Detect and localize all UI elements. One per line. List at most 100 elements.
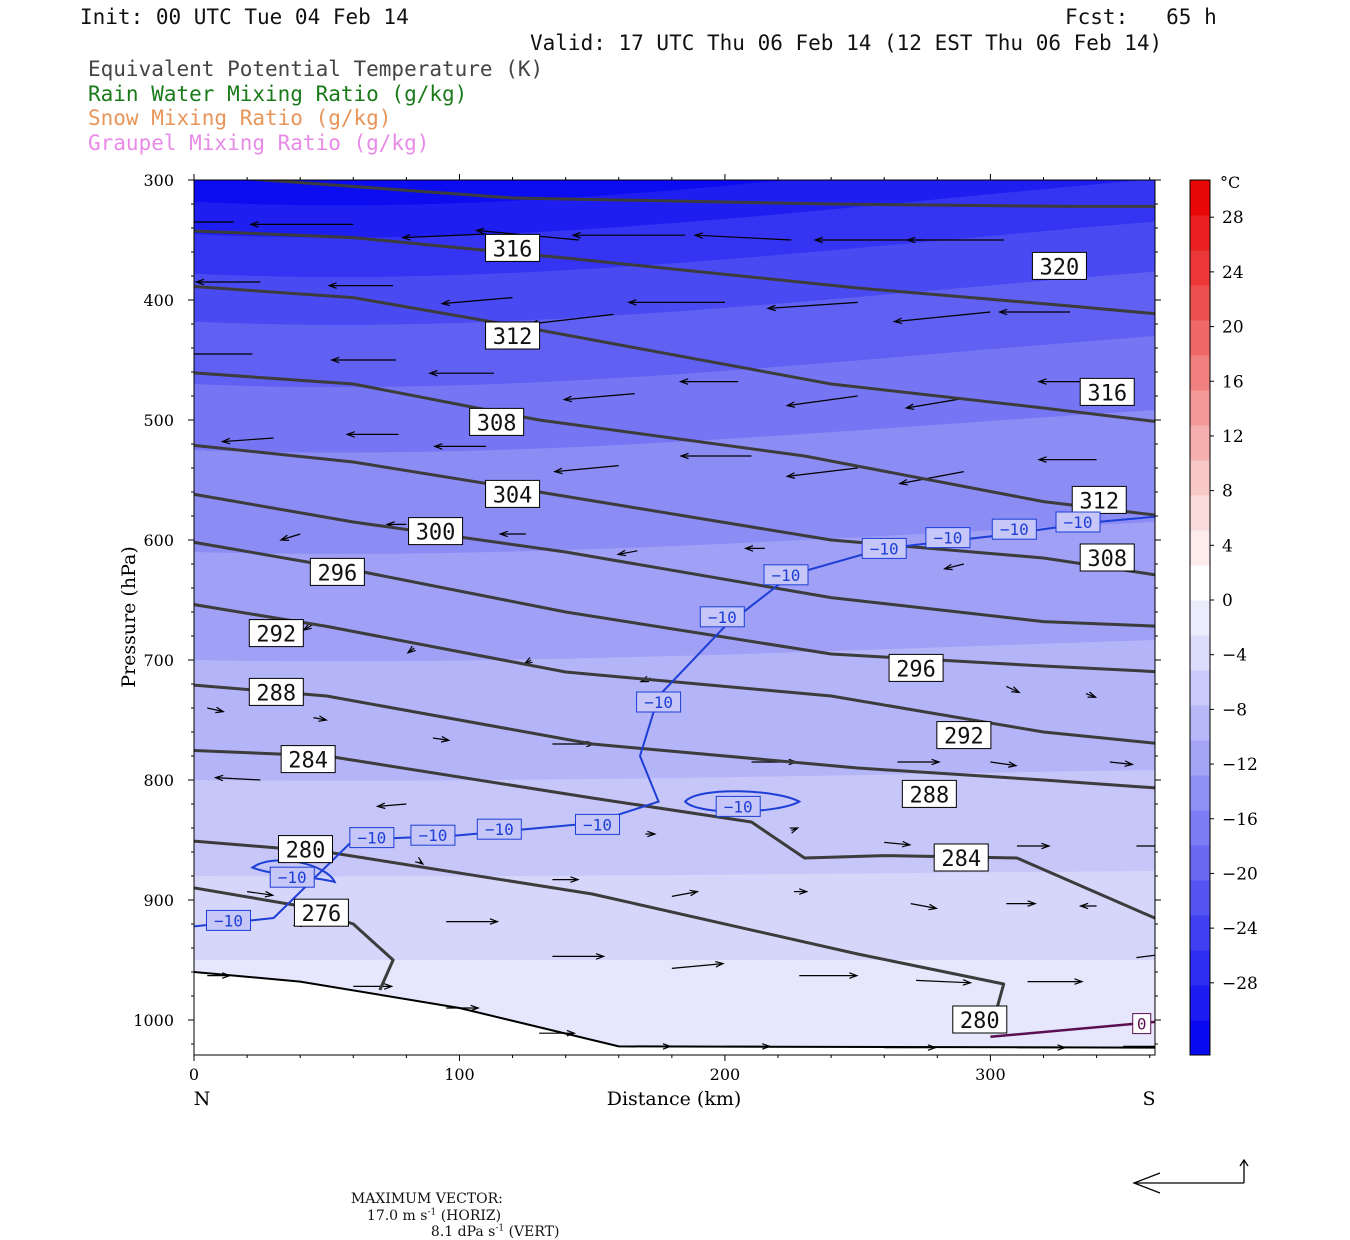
temperature-label: −10 — [708, 608, 737, 627]
wind-vector — [377, 803, 407, 807]
temperature-label-box — [269, 866, 315, 888]
wind-vector-head — [997, 308, 1008, 316]
wind-vector-head — [1124, 760, 1135, 767]
colorbar-segment — [1190, 845, 1210, 881]
zero-label-box — [1132, 1013, 1152, 1035]
theta-e-label-box — [952, 1005, 1008, 1034]
temperature-label-box — [349, 827, 395, 849]
max-vector-label: MAXIMUM VECTOR: — [350, 1191, 503, 1207]
wind-vector-head — [440, 299, 451, 307]
colorbar-segment — [1190, 460, 1210, 496]
theta-e-label: 292 — [256, 623, 296, 648]
temperature-label: −10 — [1000, 520, 1029, 539]
legend-rain: Rain Water Mixing Ratio (g/kg) — [88, 82, 468, 106]
wind-vector — [787, 395, 858, 407]
vert-value: 8.1 dPa s — [430, 1224, 496, 1240]
wind-vector-head — [785, 472, 796, 479]
colorbar-tick-label: 20 — [1222, 318, 1244, 338]
wind-vector — [280, 533, 301, 541]
wind-vector-head — [375, 802, 386, 810]
theta-e-label-box — [248, 677, 304, 706]
colorbar-segment — [1190, 670, 1210, 706]
theta-e-label: 308 — [1087, 547, 1127, 572]
theta-e-contour — [194, 229, 1155, 316]
colorbar-tick-label: −12 — [1222, 755, 1258, 775]
wind-vector-head — [345, 431, 355, 438]
colorbar-segment — [1190, 285, 1210, 321]
wind-vector — [432, 737, 450, 741]
wind-vector-head — [647, 830, 657, 838]
temperature-label-box — [410, 824, 456, 846]
wind-vector-head — [662, 1043, 673, 1050]
wind-vector-head — [1158, 843, 1166, 848]
wind-vector-head — [715, 960, 725, 968]
colorbar-tick-label: −8 — [1222, 700, 1247, 720]
forecast-hour: Fcst: 65 h — [1065, 5, 1217, 29]
wind-vector-head — [302, 623, 312, 631]
wind-vector-head — [1078, 902, 1089, 910]
init-time: Init: 00 UTC Tue 04 Feb 14 — [80, 5, 409, 29]
colorbar-segment — [1190, 740, 1210, 776]
colorbar-segment — [1190, 180, 1210, 216]
wind-vector-head — [1008, 761, 1018, 768]
x-tick-label: 100 — [444, 1065, 475, 1084]
theta-e-label: 276 — [302, 902, 342, 927]
theta-e-label-box — [408, 517, 464, 546]
colorbar-segment — [1190, 215, 1210, 251]
temperature-label: −10 — [278, 868, 307, 887]
y-tick-label: 700 — [143, 651, 174, 670]
temperature-label: −10 — [418, 826, 447, 845]
colorbar-segment — [1190, 635, 1210, 671]
theta-e-label: 308 — [477, 411, 517, 436]
colorbar-segment — [1190, 565, 1210, 601]
temperature-label: −10 — [214, 911, 243, 930]
colorbar-frame — [1189, 179, 1211, 1056]
temperature-label-box — [1055, 511, 1101, 533]
colorbar-tick-label: −24 — [1222, 919, 1258, 939]
theta-e-label-box — [936, 721, 992, 750]
wind-vector-head — [433, 443, 443, 450]
wind-vector-head — [182, 351, 190, 356]
wind-vector — [906, 397, 964, 409]
horiz-max-value: 17.0 m s-1 (HORIZ) — [367, 1207, 502, 1224]
horiz-tag: (HORIZ) — [440, 1207, 502, 1224]
theta-e-label: 292 — [944, 725, 984, 750]
theta-e-contour — [194, 285, 1155, 423]
wind-vector — [215, 777, 261, 781]
wind-vector — [1136, 954, 1155, 959]
colorbar-segment — [1190, 355, 1210, 391]
wind-vector-head — [279, 534, 290, 541]
zero-label: 0 — [1137, 1015, 1147, 1034]
wind-vector-head — [144, 219, 152, 224]
theta-e-contour — [194, 443, 1155, 577]
wind-vector-head — [1177, 950, 1185, 955]
colorbar-tick-label: 28 — [1222, 208, 1244, 228]
y-tick-label: 500 — [143, 411, 174, 430]
wind-vector-head — [689, 889, 700, 897]
colorbar-tick-label: −20 — [1222, 864, 1258, 884]
temperature-label: −10 — [772, 566, 801, 585]
theta-e-label-box — [901, 779, 957, 808]
y-tick-label: 800 — [143, 771, 174, 790]
theta-e-label-box — [1079, 377, 1135, 406]
wind-vector-head — [318, 715, 328, 722]
wind-vector-head — [498, 530, 508, 538]
colorbar-segment — [1190, 705, 1210, 741]
wind-vector-head — [562, 395, 573, 403]
x-tick-label: 0 — [189, 1065, 199, 1084]
wind-vector-head — [1087, 691, 1098, 698]
valid-time: Valid: 17 UTC Thu 06 Feb 14 (12 EST Thu … — [530, 31, 1163, 55]
wind-vector-head — [440, 736, 451, 743]
wind-vector-head — [470, 1004, 480, 1012]
wind-vector — [671, 891, 698, 897]
wind-vector-head — [1041, 842, 1051, 850]
wind-vector — [313, 717, 327, 721]
theta-e-label: 288 — [909, 783, 949, 808]
temperature-label: −10 — [933, 529, 962, 548]
wind-vector — [402, 233, 487, 239]
wind-vector — [554, 465, 619, 473]
wind-vector-head — [221, 972, 232, 979]
theta-e-label-box — [248, 619, 304, 648]
wind-vector-head — [401, 233, 411, 241]
